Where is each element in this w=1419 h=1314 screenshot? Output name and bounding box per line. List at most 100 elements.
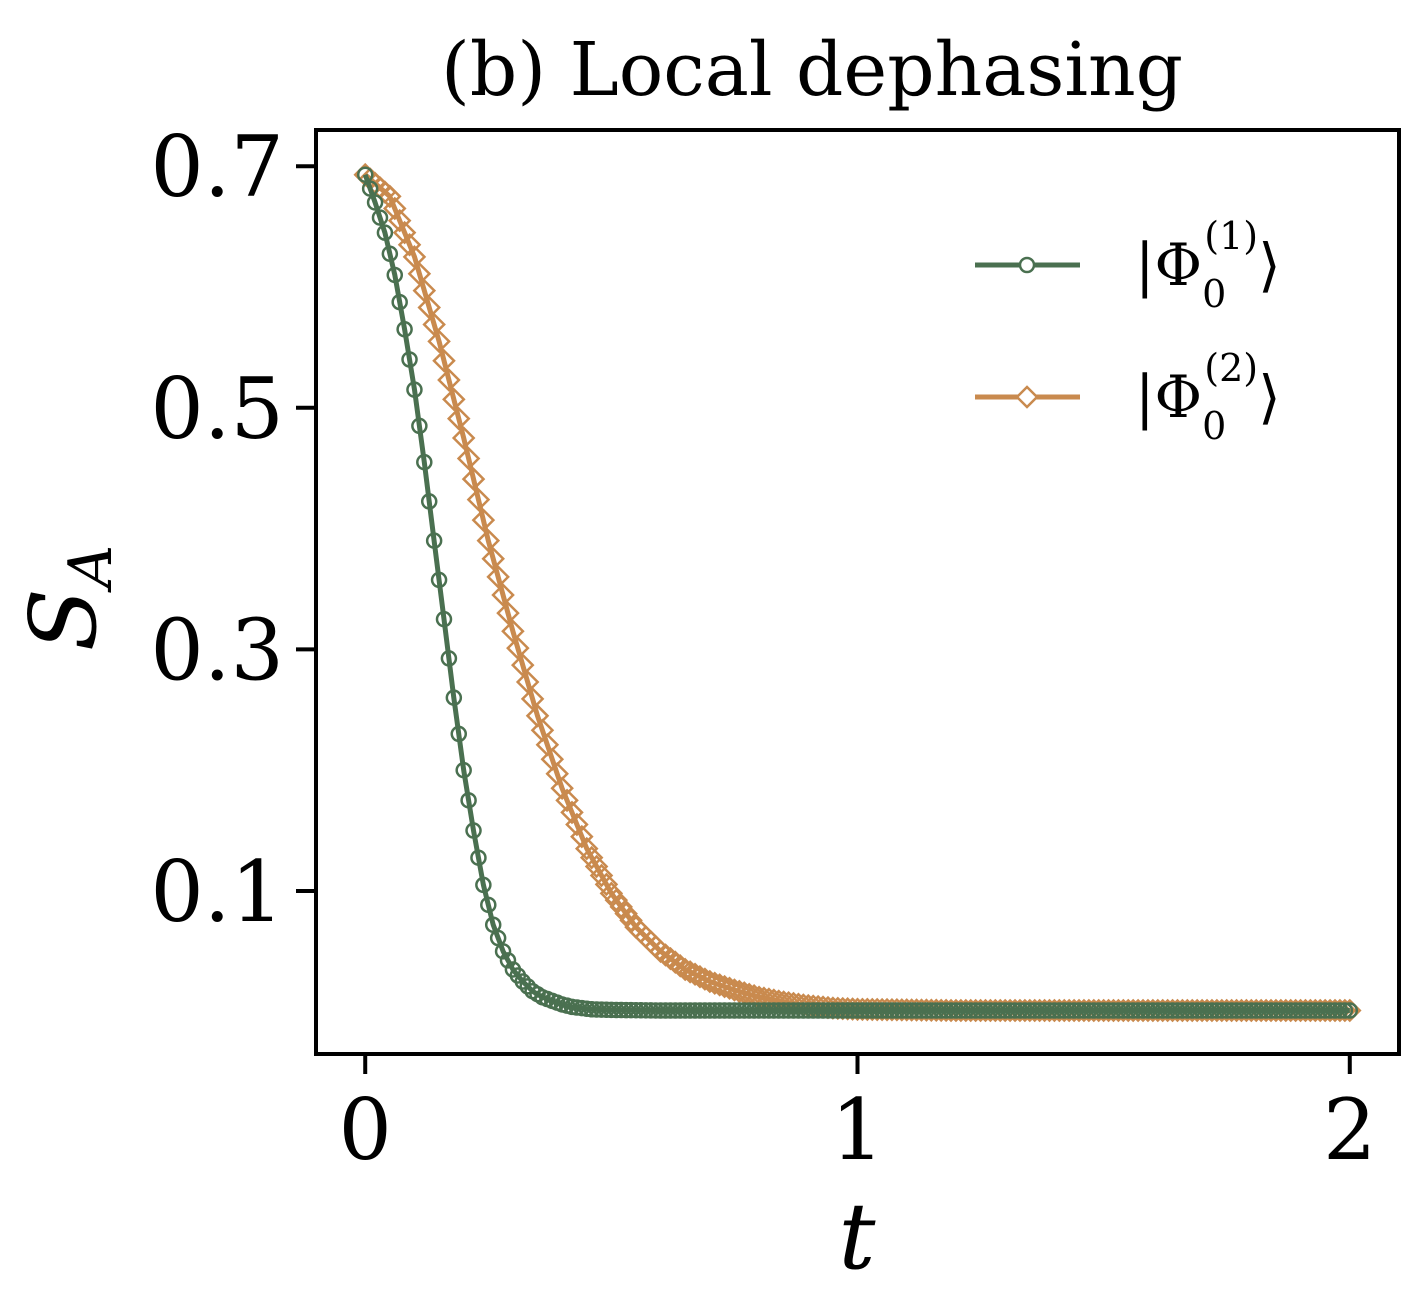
series-2-point xyxy=(382,196,407,221)
series-2-point xyxy=(402,245,427,269)
series-2-point xyxy=(466,487,491,512)
x-tick-label: 2 xyxy=(1323,1081,1376,1179)
legend-marker xyxy=(1015,385,1039,409)
series-2-point xyxy=(437,368,461,392)
series-2-point xyxy=(565,812,589,837)
series-1-point xyxy=(494,943,512,960)
series-1-point xyxy=(455,761,472,779)
series-2-point xyxy=(579,845,604,870)
series-2-point xyxy=(491,583,515,607)
series-2-point xyxy=(589,863,614,888)
series-1-point xyxy=(381,245,399,263)
series-2-point xyxy=(397,232,422,257)
series-1-point xyxy=(430,571,448,589)
series-2-point xyxy=(476,528,501,553)
legend: |Φ0(1)⟩ |Φ0(2)⟩ xyxy=(975,214,1281,448)
y-axis-label-main: S xyxy=(10,588,117,651)
series-1-point xyxy=(396,321,413,338)
x-axis: 0 1 2 xyxy=(339,1054,1376,1179)
series-2-point xyxy=(604,888,629,912)
legend-entry-2: |Φ0(2)⟩ xyxy=(975,346,1281,448)
series-2-point xyxy=(599,881,624,906)
series-1-point xyxy=(401,351,418,368)
series-1-point xyxy=(514,973,532,990)
x-tick-label: 1 xyxy=(831,1081,884,1179)
series-2-point xyxy=(387,208,412,233)
series-2-point xyxy=(560,800,584,825)
legend-marker xyxy=(1018,256,1036,274)
series-2-point xyxy=(510,653,535,677)
series-1-point xyxy=(480,896,497,914)
series-1-point xyxy=(356,166,374,183)
series-2-point xyxy=(515,670,540,694)
series-1-point xyxy=(386,266,404,284)
series-2-point xyxy=(584,854,609,879)
series-1-point xyxy=(416,453,433,471)
series-2-point xyxy=(378,184,402,209)
series-2-point xyxy=(496,601,520,625)
plot-frame xyxy=(314,128,1401,1056)
series-2-point xyxy=(501,619,525,644)
series-1-point xyxy=(435,610,453,628)
series-2-point xyxy=(555,788,579,813)
series-2-point xyxy=(570,824,594,849)
series-2-point xyxy=(427,329,451,354)
y-tick-label: 0.5 xyxy=(150,360,284,458)
series-2-point xyxy=(471,508,496,532)
series-2-point xyxy=(506,636,530,660)
y-axis-label: SA xyxy=(10,545,126,651)
svg-text:SA: SA xyxy=(10,545,126,651)
series-2-point xyxy=(456,446,481,471)
series-2-point xyxy=(461,467,486,491)
x-tick-label: 0 xyxy=(339,1081,392,1179)
y-axis-label-subscript: A xyxy=(56,545,126,593)
series-2-point xyxy=(594,872,619,897)
y-tick-label: 0.3 xyxy=(150,601,284,699)
series-1-point xyxy=(1331,1002,1349,1019)
chart-title: (b) Local dephasing xyxy=(441,27,1183,113)
series-1-point xyxy=(519,978,536,995)
series-1-point xyxy=(411,417,428,435)
series-1-point xyxy=(425,532,443,549)
series-1-point xyxy=(499,952,517,969)
series-2-point xyxy=(446,406,471,431)
series-1-point xyxy=(460,792,477,809)
series-2-point xyxy=(781,991,806,1016)
legend-entry-1: |Φ0(1)⟩ xyxy=(975,214,1281,316)
series-1-point xyxy=(391,293,408,311)
series-2-point xyxy=(486,565,510,589)
series-1-point xyxy=(465,822,482,839)
series-2-point xyxy=(392,220,417,245)
series-1-point xyxy=(445,689,463,706)
series-2-point xyxy=(520,687,545,711)
y-tick-label: 0.1 xyxy=(150,843,284,941)
series-1-point xyxy=(1341,1002,1359,1019)
series-1-point xyxy=(376,224,394,241)
series-2-point xyxy=(609,895,633,919)
series-2-point xyxy=(432,348,456,373)
series-2-point xyxy=(412,278,437,303)
y-axis: 0.1 0.3 0.5 0.7 xyxy=(150,118,316,941)
series-1-point xyxy=(366,194,384,211)
plot-marks xyxy=(353,162,1362,1023)
legend-label: |Φ0(1)⟩ xyxy=(1135,214,1281,316)
series-2-point xyxy=(407,261,432,286)
x-axis-label: t xyxy=(839,1183,877,1290)
series-2-point xyxy=(550,776,574,801)
series-1-point xyxy=(420,493,438,510)
series-1-point xyxy=(406,381,423,398)
series-2-point xyxy=(442,387,466,412)
series-2-point xyxy=(614,901,638,926)
series-1-point xyxy=(470,849,487,866)
legend-label: |Φ0(2)⟩ xyxy=(1135,346,1281,448)
series-1 xyxy=(356,166,1359,1019)
series-1-point xyxy=(371,209,389,226)
series-1-point xyxy=(361,180,379,197)
series-2-point xyxy=(417,295,441,320)
series-1-point xyxy=(440,650,458,667)
series-1-point xyxy=(1336,1002,1354,1019)
series-1-point xyxy=(450,725,468,743)
series-1-point xyxy=(475,876,492,894)
series-2-point xyxy=(451,426,476,450)
